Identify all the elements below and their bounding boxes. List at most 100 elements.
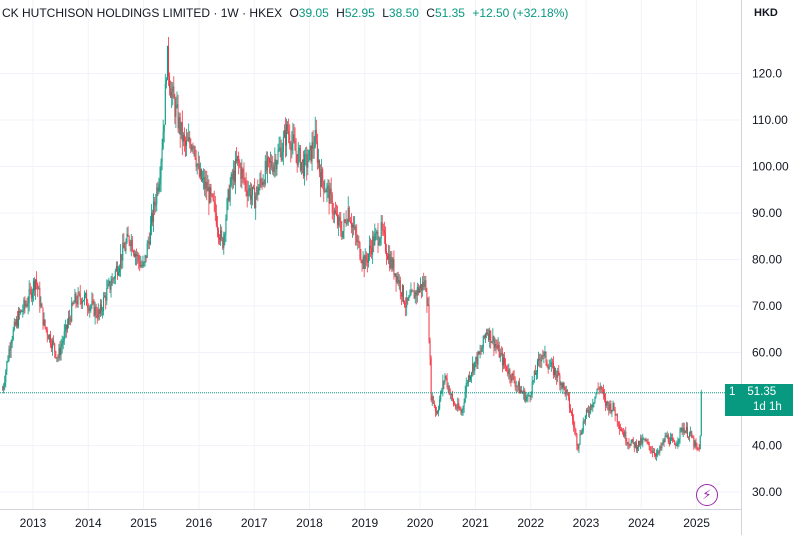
candle-body	[228, 189, 230, 201]
candle-body	[147, 241, 149, 244]
currency-label[interactable]: HKD	[754, 7, 778, 19]
candle-body	[499, 352, 501, 358]
candle-body	[513, 375, 515, 382]
lightning-bolt-icon[interactable]: ⚡︎	[696, 484, 718, 506]
candle-body	[432, 396, 434, 404]
candle-body	[439, 399, 441, 409]
symbol-title[interactable]: CK HUTCHISON HOLDINGS LIMITED	[2, 6, 211, 20]
candle-body	[316, 141, 318, 163]
candle-body	[696, 446, 698, 448]
candle-body	[216, 225, 218, 230]
candle-body	[137, 255, 139, 257]
candle-body	[314, 129, 316, 148]
candle-body	[62, 340, 64, 344]
candle-body	[75, 293, 77, 303]
candle-body	[334, 210, 336, 214]
candle-body	[213, 200, 215, 203]
candle-body	[391, 257, 393, 269]
candle-body	[174, 98, 176, 117]
time-axis[interactable]: 2013 2014 2015 2016 2017 2018 2019 2020 2021 2022…	[20, 516, 711, 530]
candle-body	[471, 372, 473, 377]
candle-body	[63, 331, 65, 341]
candle-body	[83, 294, 85, 301]
candle-body	[103, 297, 105, 311]
candle-body	[636, 447, 638, 450]
candle-body	[80, 299, 82, 305]
candle-body	[529, 395, 531, 397]
candle-body	[446, 377, 448, 388]
candle-body	[74, 293, 76, 304]
candle-body	[474, 361, 476, 371]
candle-body	[289, 134, 291, 145]
candle-body	[4, 381, 6, 387]
candle-body	[33, 280, 35, 291]
price-axis[interactable]: 30.0040.0050.0060.0070.0080.0090.00100.0…	[752, 67, 789, 500]
candle-body	[630, 441, 632, 446]
candle-body	[643, 438, 645, 440]
candle-body	[547, 365, 549, 369]
candle-body	[599, 386, 601, 389]
candle-body	[640, 438, 642, 446]
candle-body	[275, 159, 277, 170]
candle-body	[510, 377, 512, 381]
candle-body	[491, 341, 493, 343]
close-label: C	[426, 6, 435, 20]
candle-body	[591, 404, 593, 408]
candle-body	[29, 288, 31, 290]
candle-body	[425, 280, 427, 292]
candle-body	[466, 382, 468, 384]
candle-body	[586, 409, 588, 411]
candle-body	[363, 256, 365, 270]
candle-body	[81, 301, 83, 305]
candle-body	[355, 226, 357, 235]
candle-body	[208, 187, 210, 204]
candle-body	[94, 307, 96, 316]
candle-body	[59, 348, 61, 356]
candle-body	[656, 453, 658, 457]
candle-body	[389, 253, 391, 269]
candle-body	[260, 178, 262, 181]
candle-body	[441, 390, 443, 392]
candle-body	[93, 301, 95, 316]
candle-body	[631, 438, 633, 442]
candle-body	[524, 390, 526, 401]
candle-body	[481, 347, 483, 352]
candle-body	[89, 307, 91, 311]
candle-body	[351, 224, 353, 228]
time-tick-label: 2019	[351, 516, 378, 530]
candle-body	[70, 318, 72, 322]
candle-body	[609, 403, 611, 411]
candle-body	[370, 245, 372, 249]
candle-body	[445, 375, 447, 378]
interval-label[interactable]: 1W	[220, 6, 239, 20]
candle-body	[145, 255, 147, 258]
candle-body	[595, 393, 597, 397]
price-tick-label: 60.00	[752, 346, 782, 360]
candle-body	[166, 45, 168, 81]
candle-body	[494, 343, 496, 349]
candle-body	[202, 178, 204, 181]
candle-body	[671, 437, 673, 439]
candle-body	[287, 124, 289, 131]
candle-body	[331, 194, 333, 214]
candle-body	[562, 382, 564, 388]
candle-body	[662, 440, 664, 445]
candle-body	[390, 257, 392, 269]
candle-body	[554, 368, 556, 376]
time-tick-label: 2022	[517, 516, 544, 530]
candle-body	[51, 344, 53, 349]
candle-body	[608, 404, 610, 411]
candle-body	[567, 392, 569, 397]
candle-body	[176, 104, 178, 106]
candle-body	[171, 92, 173, 98]
candle-body	[515, 385, 517, 387]
candle-body	[159, 179, 161, 185]
candle-body	[459, 408, 461, 410]
candle-body	[341, 231, 343, 238]
candle-body	[13, 321, 15, 330]
candle-body	[628, 443, 630, 445]
candle-body	[428, 304, 430, 341]
candle-body	[104, 295, 106, 298]
price-tick-label: 70.00	[752, 299, 782, 313]
